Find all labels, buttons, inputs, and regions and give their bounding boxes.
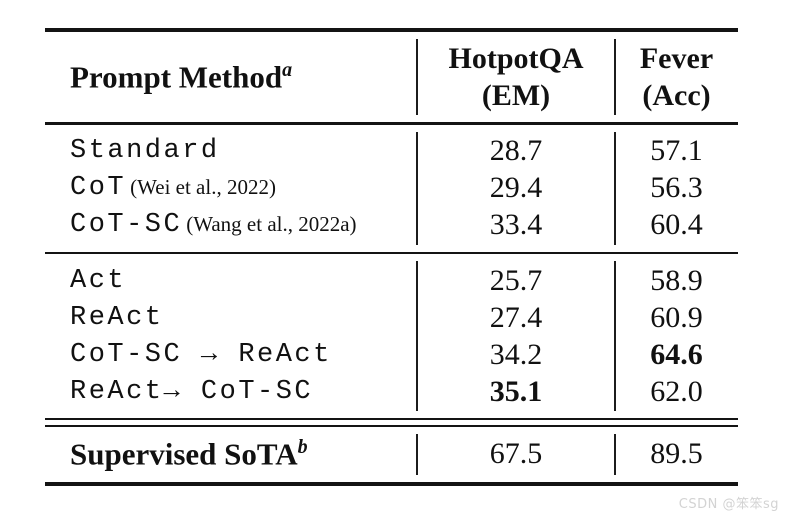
- method-label: CoT-SC → ReAct: [70, 339, 332, 370]
- method-label: ReAct→ CoT-SC: [70, 376, 314, 407]
- em-value: 27.4: [489, 300, 543, 334]
- em-value: 35.1: [489, 374, 543, 408]
- column-divider-2: [614, 131, 616, 245]
- double-rule-top: [45, 418, 738, 420]
- acc-value: 60.4: [650, 208, 703, 241]
- footnote-marker-a: a: [282, 58, 293, 81]
- footer-row: Supervised SoTAb 67.5 89.5: [45, 427, 738, 482]
- method-react: ReAct: [45, 303, 417, 333]
- top-rule: [45, 28, 738, 32]
- header-hotpotqa-line1: HotpotQA: [448, 42, 584, 75]
- csdn-watermark: CSDN @笨笨sg: [678, 497, 779, 512]
- acc-value: 57.1: [650, 134, 703, 167]
- column-divider-2: [614, 261, 616, 411]
- supervised-sota-text: Supervised SoTA: [70, 436, 298, 472]
- em-value: 29.4: [489, 171, 543, 204]
- group-react: Act 25.7 58.9 ReAct 27.4 60.9 CoT-SC → R…: [45, 254, 738, 418]
- table-row: CoT (Wei et al., 2022) 29.4 56.3: [45, 170, 738, 207]
- header-prompt-method-text: Prompt Method: [70, 59, 283, 95]
- mid-rule: [45, 251, 738, 254]
- results-table: Prompt Methoda HotpotQA (EM) Fever (Acc)…: [45, 28, 738, 486]
- em-value: 34.2: [489, 337, 543, 371]
- citation: (Wei et al., 2022): [130, 175, 276, 199]
- acc-value: 64.6: [650, 337, 703, 371]
- acc-value: 58.9: [650, 263, 703, 297]
- method-cot-sc-to-react: CoT-SC → ReAct: [45, 340, 417, 370]
- column-divider-1: [416, 261, 418, 411]
- table-row: CoT-SC → ReAct 34.2 64.6: [45, 336, 738, 373]
- header-fever-line1: Fever: [639, 42, 714, 75]
- group-baselines: Standard 28.7 57.1 CoT (Wei et al., 2022)…: [45, 125, 738, 252]
- acc-value: 60.9: [650, 300, 703, 334]
- double-rule-bottom: [45, 424, 738, 427]
- citation: (Wang et al., 2022a): [186, 212, 357, 236]
- table-row: Act 25.7 58.9: [45, 262, 738, 299]
- header-rule: [45, 122, 738, 125]
- column-divider-1: [416, 39, 418, 115]
- method-label: CoT: [70, 173, 127, 203]
- bottom-rule: [45, 481, 738, 486]
- em-value: 28.7: [489, 134, 543, 167]
- em-value: 25.7: [489, 263, 543, 297]
- column-divider-1: [416, 131, 418, 245]
- em-value: 33.4: [489, 208, 543, 241]
- column-divider-2: [614, 39, 616, 115]
- method-cot: CoT (Wei et al., 2022): [45, 173, 417, 203]
- header-fever-line2: (Acc): [642, 79, 711, 112]
- header-hotpotqa-line2: (EM): [481, 79, 551, 112]
- table-row: CoT-SC (Wang et al., 2022a) 33.4 60.4: [45, 207, 738, 244]
- column-divider-1: [416, 433, 418, 475]
- method-label: Standard: [70, 136, 220, 166]
- header-prompt-method: Prompt Methoda: [45, 59, 417, 95]
- method-cot-sc: CoT-SC (Wang et al., 2022a): [45, 210, 417, 240]
- table-row: Standard 28.7 57.1: [45, 133, 738, 170]
- acc-value: 89.5: [650, 437, 703, 470]
- column-divider-2: [614, 433, 616, 475]
- table-row: ReAct 27.4 60.9: [45, 299, 738, 336]
- method-label: CoT-SC: [70, 210, 183, 240]
- em-value: 67.5: [489, 437, 543, 470]
- header-hotpotqa: HotpotQA (EM): [417, 40, 615, 114]
- method-react-to-cot-sc: ReAct→ CoT-SC: [45, 377, 417, 407]
- method-standard: Standard: [45, 136, 417, 166]
- footnote-marker-b: b: [297, 435, 308, 458]
- table-header: Prompt Methoda HotpotQA (EM) Fever (Acc): [45, 32, 738, 122]
- method-label: ReAct: [70, 302, 164, 333]
- method-label: Act: [70, 265, 127, 296]
- acc-value: 62.0: [650, 374, 703, 408]
- acc-value: 56.3: [650, 171, 703, 204]
- header-fever: Fever (Acc): [615, 40, 738, 114]
- method-act: Act: [45, 266, 417, 296]
- supervised-sota-label: Supervised SoTAb: [45, 436, 417, 472]
- table-row: ReAct→ CoT-SC 35.1 62.0: [45, 373, 738, 410]
